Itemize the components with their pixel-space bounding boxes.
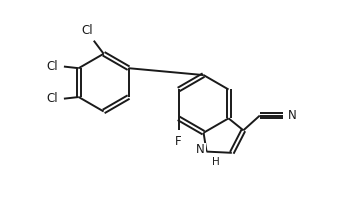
Text: N: N [196,144,205,156]
Text: F: F [175,135,182,148]
Text: N: N [287,109,296,122]
Text: Cl: Cl [47,60,58,73]
Text: H: H [212,157,220,168]
Text: Cl: Cl [47,92,58,105]
Text: Cl: Cl [81,24,93,37]
